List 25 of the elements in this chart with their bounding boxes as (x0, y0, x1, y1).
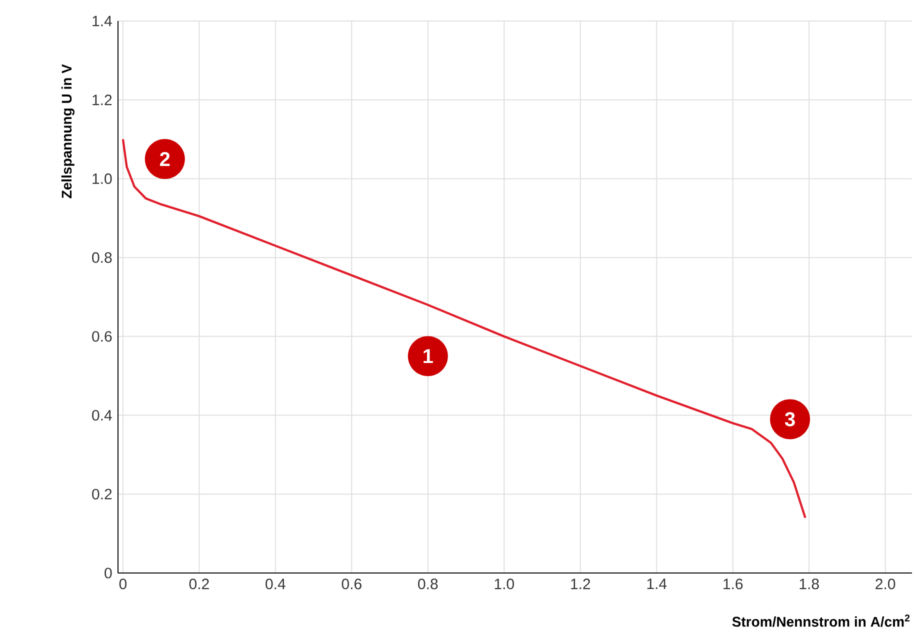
x-tick-label: 1.0 (494, 578, 514, 590)
x-tick-label: 0.6 (342, 578, 362, 590)
x-axis-title: Strom/Nennstrom in A/cm$^{2}$ (732, 614, 910, 627)
y-tick-label: 1.0 (92, 173, 112, 184)
x-tick-label: 0.8 (418, 578, 438, 590)
x-tick-label: 1.6 (724, 578, 743, 590)
x-tick-label: 0.4 (266, 578, 286, 590)
x-tick-label: 1.2 (571, 578, 590, 590)
y-tick-label: 0.8 (92, 252, 112, 263)
x-tick-label: 0 (119, 578, 127, 590)
y-tick-label: 0 (104, 568, 112, 578)
y-tick-label: 1.4 (92, 16, 112, 26)
y-tick-label: 0.4 (92, 410, 112, 421)
annotation: 1 (424, 349, 433, 364)
x-tick-label: 0.2 (189, 578, 209, 590)
y-tick-label: 0.2 (92, 488, 112, 500)
annotation: 3 (784, 412, 795, 426)
line-series (122, 138, 806, 519)
x-tick-label: 1.4 (647, 578, 667, 589)
y-tick-label: 1.2 (92, 94, 112, 106)
x-tick-label: 2.0 (876, 578, 896, 590)
x-tick-label: 1.8 (800, 578, 819, 590)
y-tick-label: 0.6 (92, 331, 112, 342)
annotation: 2 (160, 152, 170, 166)
y-axis-title: Zellspannung U in V (61, 64, 74, 198)
